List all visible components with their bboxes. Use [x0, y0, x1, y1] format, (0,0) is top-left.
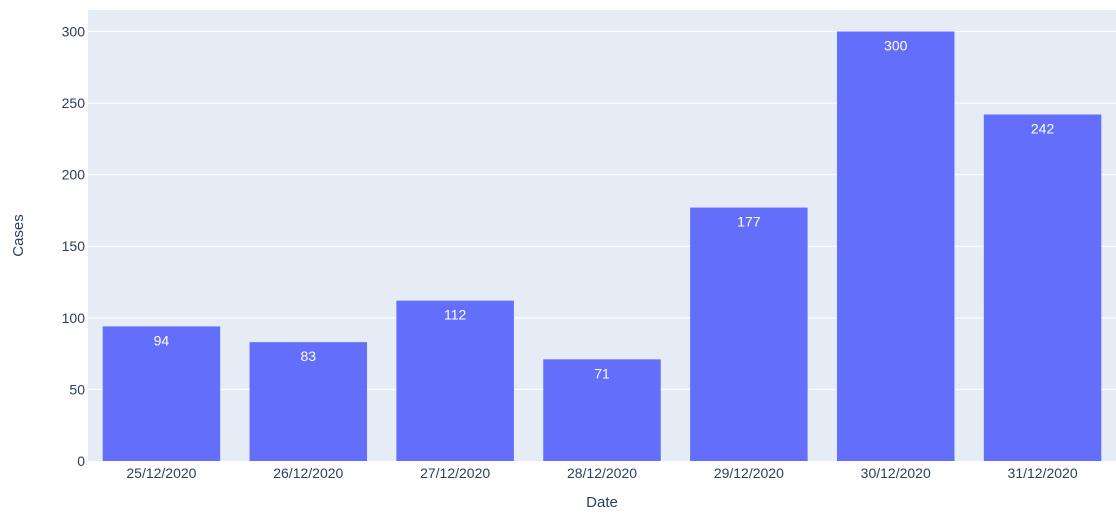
x-tick-label: 27/12/2020 [420, 465, 490, 481]
y-axis-ticks: 0 50 100 150 200 250 300 [62, 23, 86, 469]
bar [396, 300, 514, 461]
y-tick-label: 300 [62, 23, 86, 39]
bar [102, 326, 221, 461]
data-label: 177 [737, 214, 761, 230]
x-tick-label: 26/12/2020 [273, 465, 343, 481]
x-tick-label: 25/12/2020 [126, 465, 196, 481]
y-tick-label: 100 [62, 310, 86, 326]
bar [690, 207, 808, 461]
x-tick-label: 29/12/2020 [714, 465, 784, 481]
y-axis-title: Cases [10, 214, 27, 257]
data-label: 112 [444, 307, 467, 323]
data-label: 242 [1031, 121, 1055, 137]
data-label: 83 [300, 348, 316, 364]
y-tick-label: 250 [62, 95, 86, 111]
data-label: 300 [884, 37, 908, 53]
data-label: 71 [594, 365, 610, 381]
y-tick-label: 200 [62, 167, 86, 183]
y-tick-label: 50 [69, 381, 85, 397]
x-axis-title: Date [586, 494, 618, 511]
x-tick-label: 28/12/2020 [567, 465, 637, 481]
data-label: 94 [154, 332, 170, 348]
bars [102, 31, 1102, 462]
bar [983, 114, 1102, 462]
bar [543, 359, 661, 461]
data-labels: 94 83 112 71 177 300 242 [154, 37, 1055, 381]
bar [249, 342, 368, 461]
x-tick-label: 30/12/2020 [861, 465, 931, 481]
x-tick-label: 31/12/2020 [1008, 465, 1078, 481]
bar [836, 31, 955, 461]
x-axis-ticks: 25/12/2020 26/12/2020 27/12/2020 28/12/2020… [126, 465, 1077, 481]
y-tick-label: 150 [62, 238, 86, 254]
y-tick-label: 0 [77, 453, 85, 469]
